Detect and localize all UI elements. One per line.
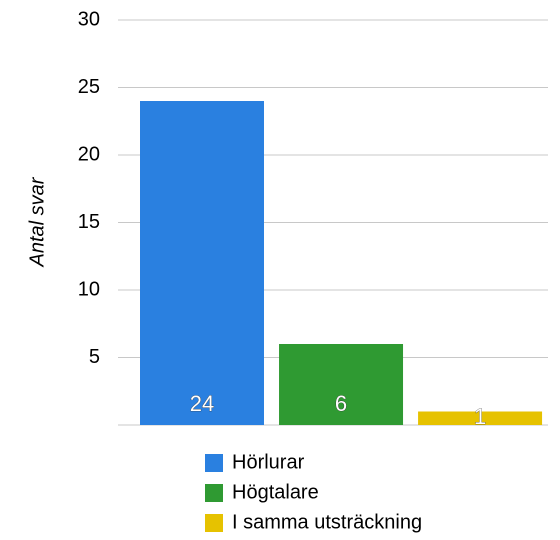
data-label: 1 bbox=[474, 404, 486, 429]
data-label: 6 bbox=[335, 391, 347, 416]
y-tick-label: 15 bbox=[78, 211, 100, 233]
y-tick-label: 30 bbox=[78, 8, 100, 30]
bar bbox=[418, 411, 543, 425]
legend-label: Hörlurar bbox=[232, 451, 305, 473]
legend-swatch bbox=[205, 454, 223, 472]
data-label: 24 bbox=[190, 391, 214, 416]
legend-label: Högtalare bbox=[232, 481, 319, 503]
y-tick-label: 20 bbox=[78, 143, 100, 165]
y-tick-label: 5 bbox=[89, 346, 100, 368]
legend-swatch bbox=[205, 514, 223, 532]
bar bbox=[140, 101, 264, 425]
y-axis-label: Antal svar bbox=[26, 176, 48, 267]
legend-label: I samma utsträckning bbox=[232, 511, 422, 533]
legend-swatch bbox=[205, 484, 223, 502]
y-tick-label: 25 bbox=[78, 76, 100, 98]
y-tick-label: 10 bbox=[78, 278, 100, 300]
bar bbox=[279, 344, 404, 425]
